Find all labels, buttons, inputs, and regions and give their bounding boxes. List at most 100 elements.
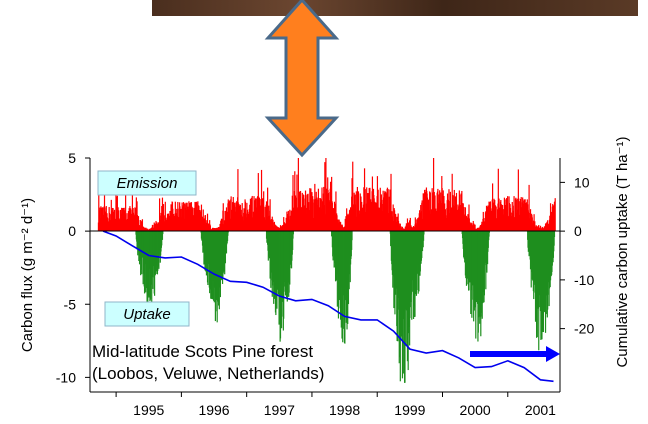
right-tick-label: 0 [574,223,582,239]
emission-bar [288,216,290,232]
emission-bar [296,174,298,232]
emission-bar [421,200,423,232]
emission-bar [500,204,503,232]
emission-bar [196,209,198,232]
emission-bar [424,189,426,232]
emission-bar [186,202,188,232]
x-tick-label: 1997 [264,402,295,418]
emission-bar [299,190,302,232]
emission-bar [126,213,128,232]
emission-bar [156,222,158,232]
emission-bar [208,224,210,232]
emission-bar [153,222,155,232]
emission-bar [295,197,297,232]
emission-bar [188,201,190,232]
daily-flux-bars [97,158,556,383]
emission-bar [307,193,309,232]
emission-bar [513,196,515,232]
emission-bar [263,191,265,232]
emission-bar [221,218,223,232]
uptake-bar [210,231,213,299]
uptake-bar [292,231,294,250]
emission-bar [98,187,100,232]
emission-bar [229,200,231,232]
x-tick-label: 1998 [329,402,360,418]
emission-bar [325,158,327,232]
emission-bar [191,208,194,232]
uptake-bar [162,231,164,235]
emission-bar [473,223,475,232]
emission-bar [292,175,294,232]
emission-bar [204,215,206,232]
emission-bar [432,158,435,232]
emission-bar [405,223,407,232]
emission-bar [312,196,314,232]
emission-bar [206,220,208,232]
uptake-bar [292,231,294,239]
emission-bar [180,208,182,232]
emission-bar [151,224,154,232]
emission-bar [410,225,412,232]
emission-bar [409,217,411,232]
emission-bar [337,219,339,232]
emission-bar [468,204,470,232]
uptake-box [104,301,190,327]
left-tick-label: 5 [68,150,76,166]
emission-bar [400,226,402,232]
emission-bar [125,190,127,232]
emission-bar [206,213,209,232]
emission-bar [174,201,176,232]
uptake-bar [399,231,401,382]
uptake-bar [488,231,490,233]
right-axis-title: Cumulative carbon uptake (T ha⁻¹) [614,136,631,367]
emission-bar [494,205,497,232]
emission-bar [286,211,288,232]
emission-bar [343,226,346,232]
emission-bar [355,191,357,232]
emission-bar [507,196,509,232]
emission-bar [164,201,166,232]
emission-bar [267,187,269,232]
emission-bar [476,227,479,232]
x-tick-label: 2001 [525,402,556,418]
uptake-label: Uptake [123,306,171,323]
double-arrow-icon [264,0,340,158]
emission-bar [265,201,268,232]
emission-bar [297,158,299,232]
emission-bar [264,206,266,232]
emission-bar [179,206,181,232]
emission-bar [147,228,149,232]
emission-bar [352,161,354,232]
x-tick-label: 1999 [394,402,425,418]
emission-bar [341,225,343,232]
emission-bar [429,192,431,232]
emission-label: Emission [117,175,178,192]
emission-bar [253,200,255,232]
emission-bar [317,188,320,232]
emission-bar [472,220,474,232]
emission-bar [492,202,494,232]
x-tick-label: 1996 [198,402,229,418]
emission-bar [538,225,540,232]
emission-bar [531,217,533,232]
left-tick-label: 0 [68,223,76,239]
emission-bar [141,219,144,232]
emission-bar [100,207,102,232]
uptake-bar [351,231,353,241]
emission-bar [502,205,504,232]
emission-bar [315,191,317,232]
emission-bar [537,225,539,232]
emission-bar [140,220,142,232]
emission-bar [462,203,464,232]
site-line-2: (Loobos, Veluwe, Netherlands) [92,364,324,383]
emission-bar [129,206,131,232]
emission-bar [154,223,156,232]
site-line-1: Mid-latitude Scots Pine forest [92,342,313,361]
emission-bar [324,162,326,232]
emission-bar [277,227,279,232]
emission-bar [309,188,311,232]
emission-bar [470,222,472,232]
emission-bar [451,173,453,232]
emission-bar [387,189,389,232]
uptake-bar [227,231,229,236]
